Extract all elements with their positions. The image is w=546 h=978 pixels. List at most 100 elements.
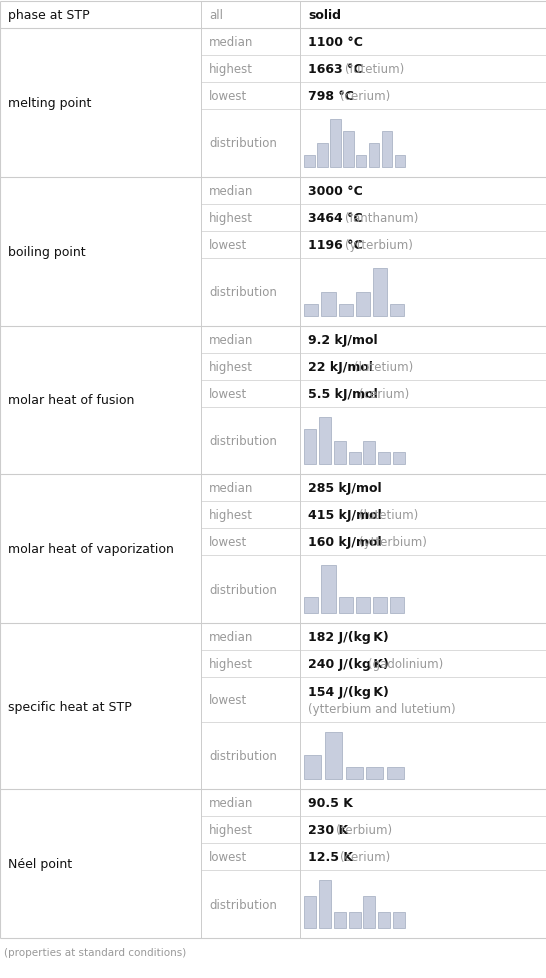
Bar <box>366 768 383 779</box>
Bar <box>339 598 353 613</box>
Bar <box>343 132 354 167</box>
Text: highest: highest <box>209 823 253 836</box>
Text: (ytterbium and lutetium): (ytterbium and lutetium) <box>308 702 456 715</box>
Text: lowest: lowest <box>209 851 247 864</box>
Bar <box>334 441 346 465</box>
Text: lowest: lowest <box>209 693 247 706</box>
Text: 22 kJ/mol: 22 kJ/mol <box>308 360 373 374</box>
Text: (cerium): (cerium) <box>359 387 410 400</box>
Text: highest: highest <box>209 657 253 671</box>
Text: 285 kJ/mol: 285 kJ/mol <box>308 482 382 495</box>
Bar <box>319 880 331 928</box>
Text: (lutetium): (lutetium) <box>345 63 404 76</box>
Text: Néel point: Néel point <box>8 858 72 870</box>
Bar <box>304 304 318 316</box>
Bar <box>317 144 328 167</box>
Bar <box>390 598 405 613</box>
Text: (lanthanum): (lanthanum) <box>345 211 418 225</box>
Text: phase at STP: phase at STP <box>8 9 90 22</box>
Text: 160 kJ/mol: 160 kJ/mol <box>308 536 382 549</box>
Bar <box>378 453 390 465</box>
Text: lowest: lowest <box>209 90 247 103</box>
Bar <box>304 598 318 613</box>
Text: 90.5 K: 90.5 K <box>308 796 353 810</box>
Bar <box>393 453 405 465</box>
Text: distribution: distribution <box>209 434 277 448</box>
Bar <box>348 912 360 928</box>
Bar <box>334 912 346 928</box>
Text: distribution: distribution <box>209 286 277 299</box>
Text: median: median <box>209 36 253 49</box>
Text: lowest: lowest <box>209 387 247 400</box>
Bar <box>325 732 342 779</box>
Text: highest: highest <box>209 211 253 225</box>
Text: 3464 °C: 3464 °C <box>308 211 363 225</box>
Text: 230 K: 230 K <box>308 823 348 836</box>
Text: 1196 °C: 1196 °C <box>308 239 363 251</box>
Text: (lutetium): (lutetium) <box>359 509 418 522</box>
Bar <box>356 292 370 316</box>
Text: (cerium): (cerium) <box>340 851 390 864</box>
Text: median: median <box>209 796 253 810</box>
Text: median: median <box>209 333 253 346</box>
Text: solid: solid <box>308 9 341 22</box>
Bar <box>339 304 353 316</box>
Bar <box>304 156 315 167</box>
Text: 5.5 kJ/mol: 5.5 kJ/mol <box>308 387 378 400</box>
Bar <box>356 598 370 613</box>
Bar <box>322 292 336 316</box>
Bar <box>304 897 316 928</box>
Bar <box>387 768 404 779</box>
Text: (gadolinium): (gadolinium) <box>369 657 444 671</box>
Bar <box>348 453 360 465</box>
Text: specific heat at STP: specific heat at STP <box>8 700 132 713</box>
Text: highest: highest <box>209 509 253 522</box>
Text: 415 kJ/mol: 415 kJ/mol <box>308 509 382 522</box>
Bar <box>363 441 375 465</box>
Text: 182 J/(kg K): 182 J/(kg K) <box>308 631 389 644</box>
Text: highest: highest <box>209 63 253 76</box>
Bar <box>373 269 387 316</box>
Bar <box>330 120 341 167</box>
Text: (ytterbium): (ytterbium) <box>345 239 413 251</box>
Text: 3000 °C: 3000 °C <box>308 185 363 198</box>
Text: median: median <box>209 631 253 644</box>
Bar <box>369 144 379 167</box>
Text: boiling point: boiling point <box>8 245 86 258</box>
Text: 1663 °C: 1663 °C <box>308 63 363 76</box>
Text: 240 J/(kg K): 240 J/(kg K) <box>308 657 389 671</box>
Text: molar heat of fusion: molar heat of fusion <box>8 394 134 407</box>
Bar <box>322 566 336 613</box>
Text: (lutetium): (lutetium) <box>354 360 414 374</box>
Bar <box>378 912 390 928</box>
Bar <box>319 418 331 465</box>
Text: (cerium): (cerium) <box>340 90 390 103</box>
Text: median: median <box>209 482 253 495</box>
Bar <box>382 132 392 167</box>
Text: median: median <box>209 185 253 198</box>
Bar <box>304 429 316 465</box>
Text: highest: highest <box>209 360 253 374</box>
Text: (properties at standard conditions): (properties at standard conditions) <box>4 947 186 957</box>
Text: distribution: distribution <box>209 898 277 911</box>
Text: 798 °C: 798 °C <box>308 90 354 103</box>
Text: 154 J/(kg K): 154 J/(kg K) <box>308 686 389 698</box>
Bar <box>363 897 375 928</box>
Text: (terbium): (terbium) <box>336 823 392 836</box>
Text: all: all <box>209 9 223 22</box>
Bar <box>356 156 366 167</box>
Bar <box>395 156 405 167</box>
Bar <box>390 304 405 316</box>
Text: lowest: lowest <box>209 536 247 549</box>
Bar <box>346 768 363 779</box>
Text: distribution: distribution <box>209 137 277 151</box>
Text: melting point: melting point <box>8 97 91 110</box>
Text: 1100 °C: 1100 °C <box>308 36 363 49</box>
Text: 12.5 K: 12.5 K <box>308 851 353 864</box>
Bar <box>393 912 405 928</box>
Bar <box>304 756 321 779</box>
Text: (ytterbium): (ytterbium) <box>359 536 427 549</box>
Bar <box>373 598 387 613</box>
Text: distribution: distribution <box>209 583 277 597</box>
Text: lowest: lowest <box>209 239 247 251</box>
